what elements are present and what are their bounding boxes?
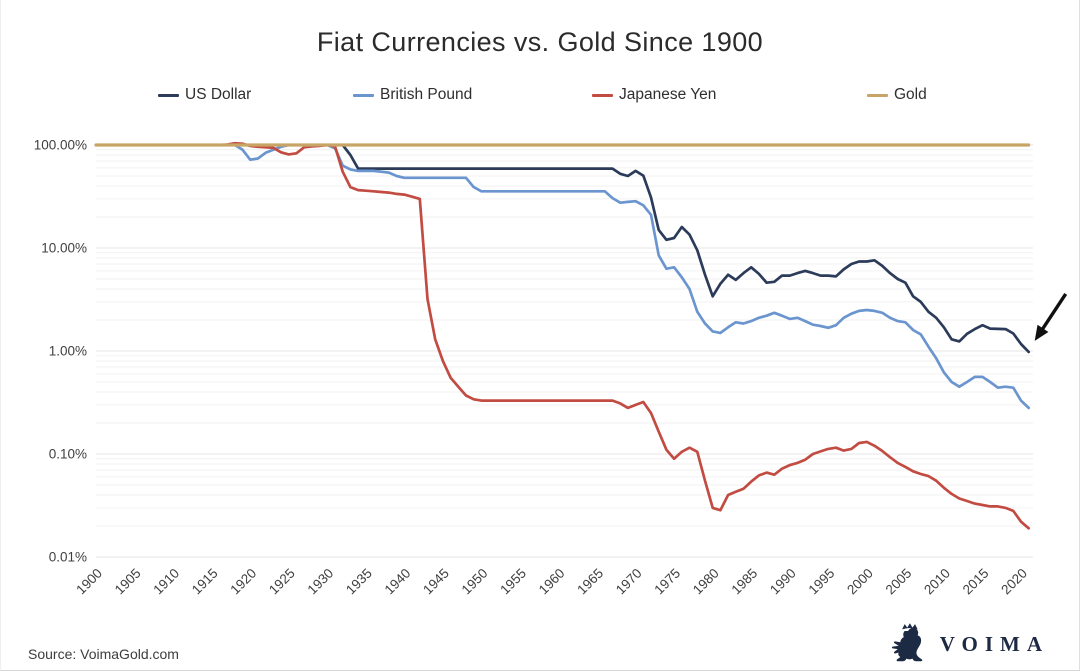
x-axis-tick-label: 1920 xyxy=(227,566,259,598)
legend-item-gold[interactable]: Gold xyxy=(867,86,927,104)
legend-swatch xyxy=(867,93,888,97)
legend-item-japanese-yen[interactable]: Japanese Yen xyxy=(592,86,716,104)
legend-swatch xyxy=(158,93,179,97)
y-axis-tick-label: 0.01% xyxy=(49,550,87,565)
voima-logo: VOIMA xyxy=(890,622,1049,666)
legend-item-british-pound[interactable]: British Pound xyxy=(353,86,472,104)
series-line-japanese-yen xyxy=(94,141,1031,530)
x-axis-tick-label: 1980 xyxy=(690,566,722,598)
x-axis-tick-label: 2000 xyxy=(844,566,876,598)
legend-swatch xyxy=(353,93,374,97)
x-axis-tick-label: 1955 xyxy=(497,566,529,598)
y-axis-tick-label: 0.10% xyxy=(49,447,87,462)
x-axis-tick-label: 1940 xyxy=(382,566,414,598)
y-axis-tick-label: 10.00% xyxy=(41,241,87,256)
legend-label: Gold xyxy=(894,86,927,103)
rampant-lion-icon xyxy=(891,623,923,662)
gridlines xyxy=(96,144,1033,558)
legend-label: US Dollar xyxy=(185,86,252,103)
x-axis-tick-label: 1965 xyxy=(574,566,606,598)
x-axis-tick-label: 1975 xyxy=(651,566,683,598)
y-axis-tick-label: 100.00% xyxy=(34,138,87,153)
x-axis-tick-label: 2020 xyxy=(998,566,1030,598)
annotation-arrow xyxy=(1034,292,1068,341)
x-axis-tick-label: 1925 xyxy=(266,566,298,598)
x-axis-tick-label: 1985 xyxy=(728,566,760,598)
x-axis-tick-label: 1905 xyxy=(112,566,144,598)
x-axis-tick-label: 1910 xyxy=(150,566,182,598)
series-line-british-pound xyxy=(94,143,1031,410)
x-axis-tick-label: 1995 xyxy=(806,566,838,598)
x-axis-tick-label: 1970 xyxy=(613,566,645,598)
voima-logo-text: VOIMA xyxy=(939,631,1049,656)
source-text: Source: VoimaGold.com xyxy=(28,646,179,662)
x-axis-tick-label: 2010 xyxy=(921,566,953,598)
legend-label: British Pound xyxy=(380,86,473,103)
chart-title: Fiat Currencies vs. Gold Since 1900 xyxy=(316,27,764,57)
x-axis-tick-label: 2005 xyxy=(883,566,915,598)
x-axis-tick-label: 1990 xyxy=(767,566,799,598)
x-axis-tick-label: 1935 xyxy=(343,566,375,598)
series-line-us-dollar xyxy=(94,143,1031,354)
x-axis-tick-label: 1915 xyxy=(189,566,221,598)
x-axis-tick-label: 1950 xyxy=(459,566,491,598)
legend-label: Japanese Yen xyxy=(619,86,717,103)
x-axis-tick-label: 1900 xyxy=(73,566,105,598)
legend: US Dollar British Pound Japanese Yen Gold xyxy=(1,86,1079,110)
x-axis-tick-label: 1945 xyxy=(420,566,452,598)
y-axis-tick-label: 1.00% xyxy=(49,344,87,359)
legend-item-us-dollar[interactable]: US Dollar xyxy=(158,86,251,104)
x-axis-tick-label: 2015 xyxy=(960,566,992,598)
legend-swatch xyxy=(592,93,613,97)
x-axis-tick-label: 1960 xyxy=(536,566,568,598)
x-axis-tick-label: 1930 xyxy=(305,566,337,598)
